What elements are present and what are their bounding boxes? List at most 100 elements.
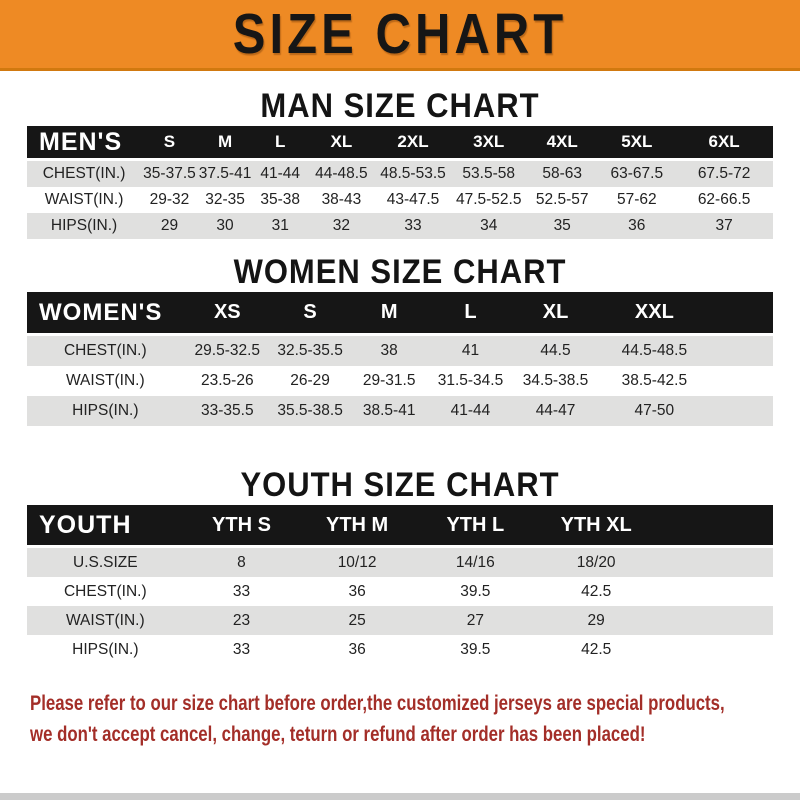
size-value-cell: 35-37.5: [141, 161, 198, 187]
table-corner-label: MEN'S: [27, 126, 142, 161]
size-value-cell: 36: [299, 577, 415, 606]
size-value-cell: 29-32: [141, 187, 198, 213]
size-value-cell: 34.5-38.5: [511, 366, 600, 396]
row-label: CHEST(IN.): [27, 577, 184, 606]
size-value-cell: 26-29: [270, 366, 350, 396]
size-value-cell: 42.5: [535, 635, 657, 664]
section-heading-women-text: WOMEN SIZE CHART: [233, 251, 567, 292]
section-heading-women: WOMEN SIZE CHART: [0, 251, 800, 292]
size-value-cell: 8: [183, 548, 300, 577]
size-value-cell: 32: [308, 213, 375, 239]
size-value-cell: 41-44: [252, 161, 309, 187]
column-header: S: [270, 292, 350, 336]
size-value-cell: 33-35.5: [183, 396, 271, 426]
size-value-cell: 29: [141, 213, 198, 239]
table-row: WAIST(IN.) 23.5-26 26-29 29-31.5 31.5-34.5 34…: [27, 366, 773, 396]
size-value-cell: 38-43: [308, 187, 375, 213]
table-row: CHEST(IN.) 33 36 39.5 42.5: [27, 577, 773, 606]
size-value-cell: 35-38: [252, 187, 309, 213]
column-header: 3XL: [451, 126, 527, 161]
banner-title: SIZE CHART: [232, 2, 568, 66]
size-value-cell: 53.5-58: [451, 161, 527, 187]
size-value-cell: 25: [299, 606, 415, 635]
size-value-cell: 62-66.5: [675, 187, 773, 213]
bottom-edge-strip: [0, 793, 800, 800]
women-size-table: WOMEN'S XS S M L XL XXL CHEST(IN.) 29.5-32.5 32.5…: [27, 292, 773, 426]
size-value-cell: 23.5-26: [183, 366, 271, 396]
size-value-cell: 33: [374, 213, 452, 239]
table-row: WAIST(IN.) 29-32 32-35 35-38 38-43 43-47.5 47.…: [27, 187, 773, 213]
size-value-cell: 18/20: [535, 548, 657, 577]
size-value-cell: 39.5: [414, 635, 536, 664]
size-value-cell: 43-47.5: [374, 187, 452, 213]
size-value-cell: 44.5: [511, 336, 600, 366]
table-row: CHEST(IN.) 29.5-32.5 32.5-35.5 38 41 44.5 44.5…: [27, 336, 773, 366]
size-value-cell: 38.5-41: [349, 396, 430, 426]
size-value-cell: 48.5-53.5: [374, 161, 452, 187]
size-value-cell: 44.5-48.5: [599, 336, 710, 366]
row-label: CHEST(IN.): [27, 161, 142, 187]
size-value-cell: 31.5-34.5: [429, 366, 512, 396]
column-header: M: [349, 292, 430, 336]
table-corner-label: WOMEN'S: [27, 292, 184, 336]
size-value-cell: 57-62: [598, 187, 676, 213]
size-value-cell: 47.5-52.5: [451, 187, 527, 213]
row-label: WAIST(IN.): [27, 187, 142, 213]
column-header: XL: [511, 292, 600, 336]
size-value-cell: 44-48.5: [308, 161, 375, 187]
size-value-cell: 38: [349, 336, 430, 366]
column-header: YTH XL: [535, 505, 657, 548]
size-value-cell: 42.5: [535, 577, 657, 606]
filler-cell: [709, 396, 773, 426]
column-header: XXL: [599, 292, 710, 336]
size-value-cell: 36: [598, 213, 676, 239]
section-heading-man-text: MAN SIZE CHART: [260, 85, 540, 126]
size-value-cell: 31: [252, 213, 309, 239]
size-value-cell: 33: [183, 577, 300, 606]
section-heading-youth: YOUTH SIZE CHART: [0, 465, 800, 505]
section-heading-man: MAN SIZE CHART: [0, 85, 800, 126]
column-header: M: [197, 126, 253, 161]
men-size-table: MEN'S S M L XL 2XL 3XL 4XL 5XL 6XL CHEST(IN.) 35-37…: [27, 126, 773, 239]
size-value-cell: 41: [429, 336, 512, 366]
row-label: HIPS(IN.): [27, 213, 142, 239]
size-value-cell: 34: [451, 213, 527, 239]
column-header: YTH M: [299, 505, 415, 548]
size-value-cell: 27: [414, 606, 536, 635]
column-header: 5XL: [598, 126, 676, 161]
table-row: HIPS(IN.) 29 30 31 32 33 34 35 36 37: [27, 213, 773, 239]
size-value-cell: 14/16: [414, 548, 536, 577]
row-label: CHEST(IN.): [27, 336, 184, 366]
column-header: XL: [308, 126, 375, 161]
row-label: WAIST(IN.): [27, 366, 184, 396]
size-value-cell: 32.5-35.5: [270, 336, 350, 366]
row-label: WAIST(IN.): [27, 606, 184, 635]
size-value-cell: 67.5-72: [675, 161, 773, 187]
footer-note-line2: we don't accept cancel, change, teturn o…: [30, 723, 646, 746]
size-value-cell: 29.5-32.5: [183, 336, 271, 366]
size-value-cell: 47-50: [599, 396, 710, 426]
size-value-cell: 23: [183, 606, 300, 635]
row-label: U.S.SIZE: [27, 548, 184, 577]
size-value-cell: 35: [526, 213, 599, 239]
size-value-cell: 29: [535, 606, 657, 635]
size-value-cell: 37: [675, 213, 773, 239]
column-header: S: [141, 126, 198, 161]
size-chart-banner: SIZE CHART: [0, 0, 800, 71]
size-value-cell: 33: [183, 635, 300, 664]
size-value-cell: 58-63: [526, 161, 599, 187]
size-value-cell: 36: [299, 635, 415, 664]
footer-note-line1: Please refer to our size chart before or…: [30, 692, 725, 715]
table-row: CHEST(IN.) 35-37.5 37.5-41 41-44 44-48.5 48.5…: [27, 161, 773, 187]
table-header-row: WOMEN'S XS S M L XL XXL: [27, 292, 773, 336]
size-value-cell: 39.5: [414, 577, 536, 606]
filler-cell: [709, 336, 773, 366]
size-value-cell: 29-31.5: [349, 366, 430, 396]
filler-cell: [709, 366, 773, 396]
size-value-cell: 35.5-38.5: [270, 396, 350, 426]
column-header: 4XL: [526, 126, 599, 161]
table-row: WAIST(IN.) 23 25 27 29: [27, 606, 773, 635]
column-header: YTH S: [183, 505, 300, 548]
column-header: L: [252, 126, 309, 161]
filler-cell: [656, 635, 773, 664]
